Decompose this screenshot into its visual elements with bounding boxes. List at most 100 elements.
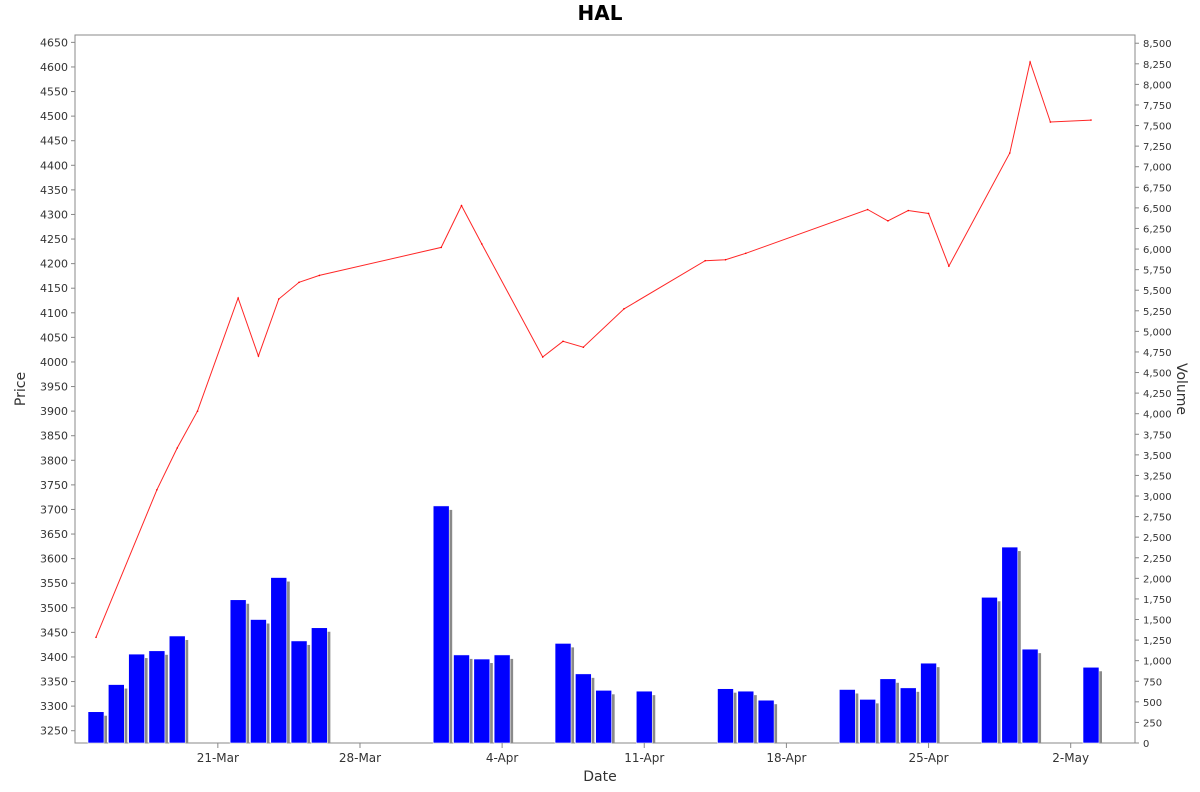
volume-bar-9 [311, 627, 328, 744]
volume-tick-label-25: 6,250 [1143, 224, 1172, 235]
price-axis: 3250 3300 3350 3400 3450 3500 3550 3600 3650 3700… [40, 36, 75, 738]
left-axis-label: Price [13, 372, 29, 406]
price-series-line [95, 60, 1092, 638]
price-point-5 [257, 355, 260, 357]
price-tick-label-22: 4350 [40, 184, 68, 197]
volume-tick-label-6: 1,500 [1143, 616, 1172, 627]
date-axis: 21-Mar 28-Mar 4-Apr 11-Apr 18-Apr 25-Apr 2-May [197, 743, 1089, 765]
price-tick-label-1: 3300 [40, 700, 68, 713]
volume-bar-18 [717, 688, 734, 744]
volume-bar-2 [128, 653, 145, 744]
volume-tick-label-27: 6,750 [1143, 183, 1172, 194]
price-tick-label-4: 3450 [40, 626, 68, 639]
price-tick-label-10: 3750 [40, 479, 68, 492]
volume-bar-7 [270, 577, 288, 744]
price-tick-label-14: 3950 [40, 381, 68, 394]
price-point-3 [196, 410, 199, 412]
volume-tick-label-22: 5,500 [1143, 286, 1172, 297]
price-tick-label-19: 4200 [40, 258, 68, 271]
volume-tick-label-17: 4,250 [1143, 389, 1172, 400]
price-tick-label-2: 3350 [40, 676, 68, 689]
chart-title: HAL [578, 1, 623, 25]
price-point-15 [623, 308, 625, 310]
volume-tick-label-16: 4,000 [1143, 410, 1172, 421]
price-point-13 [562, 340, 564, 343]
volume-tick-label-19: 4,750 [1143, 348, 1172, 359]
date-tick-label-4: 18-Apr [766, 751, 806, 765]
volume-bar-27 [1001, 546, 1019, 744]
volume-tick-label-23: 5,750 [1143, 266, 1172, 277]
volume-bar-19 [737, 690, 755, 744]
volume-bar-22 [859, 699, 876, 744]
price-point-25 [1029, 61, 1031, 63]
price-tick-label-0: 3250 [40, 725, 68, 738]
volume-tick-label-30: 7,500 [1143, 122, 1172, 133]
date-tick-label-5: 25-Apr [908, 751, 948, 765]
volume-tick-label-26: 6,500 [1143, 204, 1172, 215]
price-tick-label-17: 4100 [40, 307, 68, 320]
price-tick-label-24: 4450 [40, 135, 68, 148]
volume-bar-20 [757, 699, 775, 744]
volume-tick-label-10: 2,500 [1143, 533, 1172, 544]
volume-tick-label-34: 8,500 [1143, 39, 1172, 50]
price-tick-label-25: 4500 [40, 110, 68, 123]
volume-tick-label-4: 1,000 [1143, 657, 1172, 668]
volume-tick-label-11: 2,750 [1143, 513, 1172, 524]
price-tick-label-12: 3850 [40, 430, 68, 443]
volume-bar-15 [575, 673, 592, 744]
volume-tick-label-5: 1,250 [1143, 636, 1172, 647]
price-tick-label-6: 3550 [40, 577, 68, 590]
price-point-12 [541, 356, 544, 358]
price-point-22 [927, 212, 930, 215]
volume-bar-24 [899, 687, 917, 744]
price-point-6 [277, 298, 280, 300]
date-tick-label-0: 21-Mar [197, 751, 239, 765]
x-axis-label: Date [583, 769, 616, 785]
price-point-16 [704, 259, 706, 262]
volume-tick-label-1: 250 [1143, 718, 1162, 729]
price-point-26 [1049, 121, 1052, 123]
price-point-2 [176, 447, 179, 449]
volume-bar-5 [229, 599, 247, 744]
price-tick-label-7: 3600 [40, 553, 68, 566]
volume-bar-16 [595, 690, 612, 744]
price-point-21 [907, 209, 910, 212]
price-tick-label-16: 4050 [40, 331, 68, 344]
volume-tick-label-20: 5,000 [1143, 327, 1172, 338]
date-tick-label-2: 4-Apr [486, 751, 519, 765]
volume-bar-13 [493, 654, 511, 744]
volume-tick-label-31: 7,750 [1143, 101, 1172, 112]
price-point-8 [318, 274, 321, 277]
volume-bar-10 [432, 505, 450, 744]
volume-tick-label-24: 6,000 [1143, 245, 1172, 256]
price-point-18 [744, 252, 747, 255]
price-tick-label-21: 4300 [40, 208, 68, 221]
volume-tick-label-13: 3,250 [1143, 471, 1172, 482]
price-tick-label-5: 3500 [40, 602, 68, 615]
volume-tick-label-33: 8,250 [1143, 60, 1172, 71]
date-tick-label-3: 11-Apr [624, 751, 664, 765]
price-point-19 [866, 208, 869, 211]
volume-tick-label-7: 1,750 [1143, 595, 1172, 606]
volume-bar-21 [839, 689, 856, 744]
price-point-9 [440, 246, 443, 249]
volume-tick-label-9: 2,250 [1143, 554, 1172, 565]
price-tick-label-13: 3900 [40, 405, 68, 418]
volume-bar-3 [148, 650, 166, 744]
volume-bar-25 [920, 662, 937, 744]
price-tick-label-8: 3650 [40, 528, 68, 541]
right-axis-label: Volume [1173, 363, 1189, 415]
volume-tick-label-14: 3,500 [1143, 451, 1172, 462]
volume-bar-8 [290, 640, 308, 744]
price-point-14 [582, 346, 585, 349]
price-point-27 [1090, 119, 1092, 121]
volume-tick-label-12: 3,000 [1143, 492, 1172, 503]
date-tick-label-1: 28-Mar [339, 751, 381, 765]
price-tick-label-26: 4550 [40, 86, 68, 99]
volume-bar-12 [473, 658, 491, 744]
price-tick-label-18: 4150 [40, 282, 68, 295]
volume-tick-label-2: 500 [1143, 698, 1162, 709]
price-tick-label-23: 4400 [40, 159, 68, 172]
price-tick-label-3: 3400 [40, 651, 68, 664]
